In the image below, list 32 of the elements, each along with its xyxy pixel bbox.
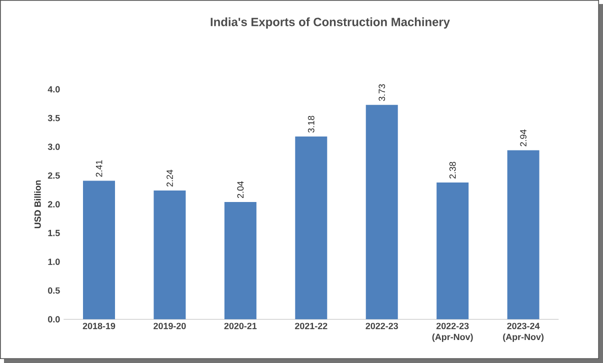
bar	[295, 136, 328, 320]
y-tick-label: 2.5	[48, 172, 60, 179]
y-tick-label: 1.5	[48, 230, 60, 236]
bar	[436, 182, 469, 320]
x-tick-label: 2019-20	[154, 322, 186, 330]
y-tick-label: 3.5	[48, 114, 60, 122]
bar	[154, 190, 186, 320]
y-tick-label: 1.0	[48, 258, 60, 265]
x-tick-label: 2018-19	[82, 322, 116, 330]
data-label: 2.04	[237, 181, 244, 198]
bar	[83, 180, 116, 320]
x-tick-label: 2021-22	[295, 322, 328, 330]
y-tick-label: 3.0	[48, 144, 60, 150]
bar	[366, 104, 398, 320]
data-label: 2.94	[520, 130, 526, 146]
data-label: 2.41	[96, 160, 102, 177]
y-axis-title: USD Billion	[34, 180, 41, 228]
x-tick-label: 2022-23	[366, 322, 398, 330]
x-tick-label: 2023-24 (Apr-Nov)	[503, 322, 544, 342]
x-tick-label: 2020-21	[224, 322, 257, 330]
bar	[224, 202, 256, 320]
bar	[507, 150, 540, 320]
y-tick-label: 0.0	[48, 316, 60, 322]
data-label: 2.38	[449, 162, 456, 178]
data-label: 3.73	[378, 84, 386, 101]
data-label: 3.18	[308, 116, 314, 133]
y-tick-label: 0.5	[48, 287, 60, 294]
data-label: 2.24	[166, 170, 173, 187]
y-tick-label: 2.0	[48, 201, 60, 208]
y-tick-label: 4.0	[48, 86, 60, 92]
x-tick-label: 2022-23 (Apr-Nov)	[432, 322, 473, 342]
chart-title: India's Exports of Construction Machinery	[210, 17, 450, 29]
